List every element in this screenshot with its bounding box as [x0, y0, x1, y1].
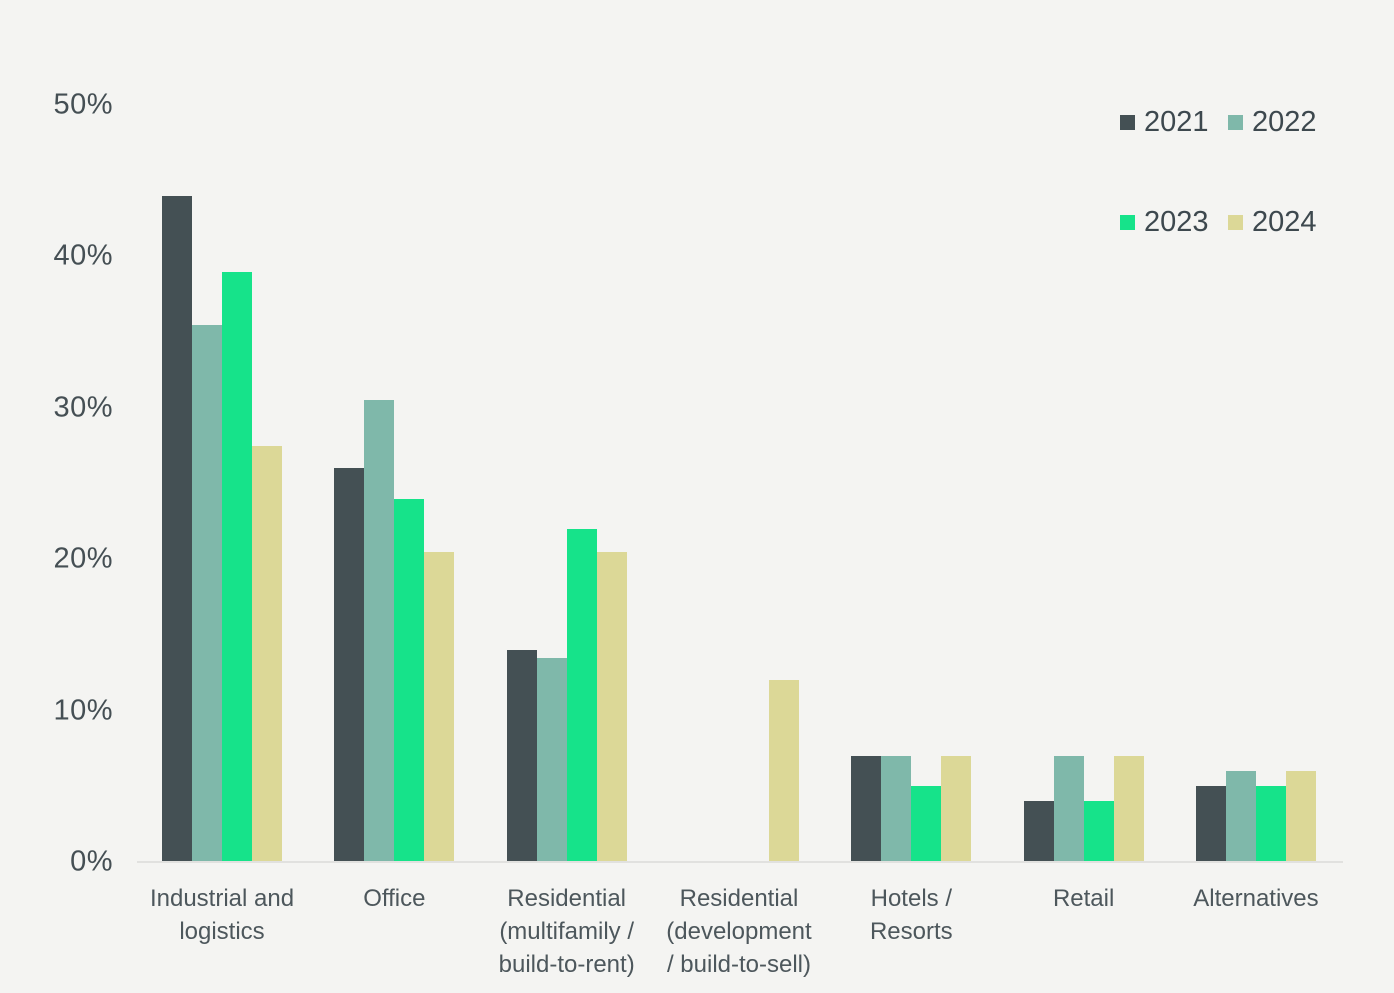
bar-2021-hotels-resorts: [851, 756, 882, 862]
y-axis-label-30: 30%: [53, 391, 113, 424]
bar-2023-hotels-resorts: [911, 786, 942, 862]
bar-2021-residential-multifamily-build-to-rent: [506, 650, 537, 862]
bar-2021-office: [334, 468, 365, 862]
y-axis-label-0: 0%: [70, 845, 113, 878]
bar-2024-retail: [1113, 756, 1144, 862]
legend-label-2023: 2023: [1144, 205, 1209, 238]
legend-swatch-2021: [1120, 114, 1135, 130]
bar-2023-industrial-and-logistics: [222, 271, 252, 862]
legend-item-2021: 2021: [1120, 101, 1209, 143]
bar-2024-office: [424, 551, 455, 862]
bar-2021-retail: [1023, 801, 1054, 862]
bar-2023-retail: [1083, 801, 1114, 862]
legend-item-2022: 2022: [1228, 101, 1317, 143]
x-axis-label-residential-development-build-to-sell: Residential (development / build-to-sell…: [666, 885, 812, 978]
y-axis-label-40: 40%: [53, 239, 113, 272]
legend-label-2024: 2024: [1252, 205, 1317, 238]
x-axis-label-office: Office: [363, 885, 426, 912]
bar-2022-residential-multifamily-build-to-rent: [536, 657, 567, 862]
bar-2023-alternatives: [1255, 786, 1286, 862]
bar-2023-office: [394, 498, 425, 862]
bar-2022-alternatives: [1225, 771, 1256, 862]
bar-2021-industrial-and-logistics: [162, 195, 192, 862]
y-axis-label-50: 50%: [53, 88, 113, 121]
x-axis-label-residential-multifamily-build-to-rent: Residential (multifamily / build-to-rent…: [498, 885, 635, 978]
legend-label-2022: 2022: [1252, 105, 1317, 138]
bar-2022-industrial-and-logistics: [192, 324, 222, 862]
bar-2024-hotels-resorts: [941, 756, 972, 862]
legend-swatch-2022: [1228, 114, 1243, 130]
x-axis-label-industrial-and-logistics: Industrial and logistics: [149, 885, 295, 945]
bar-2022-office: [364, 400, 395, 862]
legend-label-2021: 2021: [1144, 105, 1209, 138]
x-axis-label-hotels-resorts: Hotels / Resorts: [869, 885, 953, 945]
legend-swatch-2024: [1228, 214, 1243, 230]
bar-2023-residential-multifamily-build-to-rent: [566, 528, 597, 862]
bar-2024-alternatives: [1285, 771, 1316, 862]
bar-2021-alternatives: [1195, 786, 1226, 862]
legend-item-2024: 2024: [1228, 201, 1317, 243]
legend-swatch-2023: [1120, 214, 1135, 230]
y-axis-label-10: 10%: [53, 694, 113, 727]
bar-2022-hotels-resorts: [881, 756, 912, 862]
bar-2024-residential-multifamily-build-to-rent: [596, 551, 627, 862]
y-axis-label-20: 20%: [53, 542, 113, 575]
bar-2024-residential-development-build-to-sell: [768, 680, 799, 862]
bar-2022-retail: [1053, 756, 1084, 862]
legend-item-2023: 2023: [1120, 201, 1209, 243]
x-axis-line: [137, 861, 1343, 863]
x-axis-label-alternatives: Alternatives: [1193, 885, 1319, 912]
bar-2024-industrial-and-logistics: [252, 445, 282, 862]
x-axis-label-retail: Retail: [1052, 885, 1115, 912]
